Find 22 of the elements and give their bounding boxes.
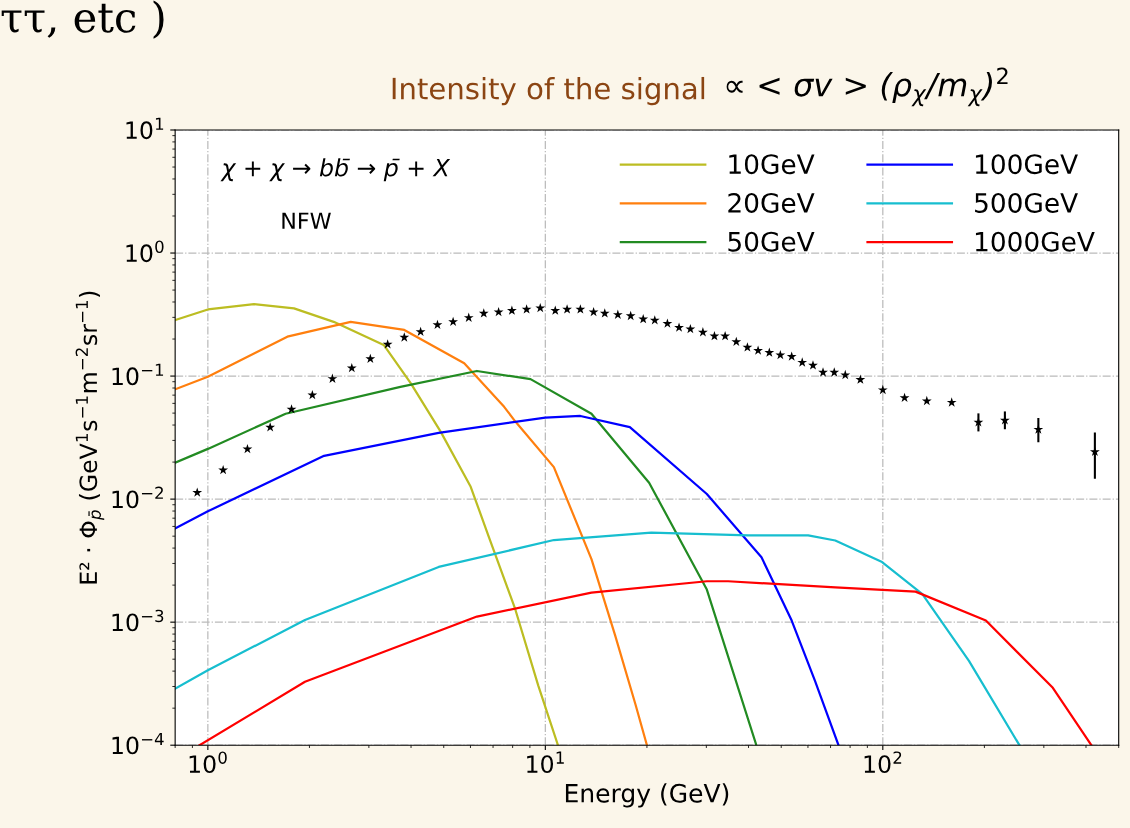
annotation: χ + χ → bb̄ → p̄ + X	[220, 158, 451, 182]
legend-label: 50GeV	[728, 231, 815, 252]
legend-label: 10GeV	[729, 154, 815, 175]
y-tick-label: 10$^{1}$	[126, 117, 164, 140]
x-tick-label: 10$^{2}$	[864, 751, 902, 774]
legend-label: 20GeV	[728, 192, 815, 213]
y-tick-label: 10$^{0}$	[126, 240, 164, 263]
y-tick-label: 10$^{−3}$	[112, 609, 164, 632]
legend-label: 100GeV	[975, 154, 1078, 175]
text: ∝ < σv > (ρ$_{χ}$/m$_{χ}$)$^{2}$	[726, 67, 1008, 107]
x-tick-label: 10$^{0}$	[189, 751, 227, 774]
x-axis-title: Energy (GeV)	[565, 783, 729, 808]
text: E² · Φ$_{p̄}$ (GeV$^{1}$s$^{−1}$m$^{−2}$sr$^{−1}$)	[75, 291, 105, 584]
x-tick-label: 10$^{1}$	[527, 751, 564, 774]
y-tick-label: 10$^{−1}$	[112, 363, 164, 386]
annotation: NFW	[282, 212, 331, 229]
legend-label: 500GeV	[975, 192, 1078, 213]
legend-label: 1000GeV	[975, 231, 1095, 252]
text: Intensity of the signal	[392, 76, 705, 106]
text: ττ, etc )	[1, 0, 164, 39]
y-tick-label: 10$^{−2}$	[112, 486, 163, 509]
y-tick-label: 10$^{−4}$	[112, 732, 164, 755]
